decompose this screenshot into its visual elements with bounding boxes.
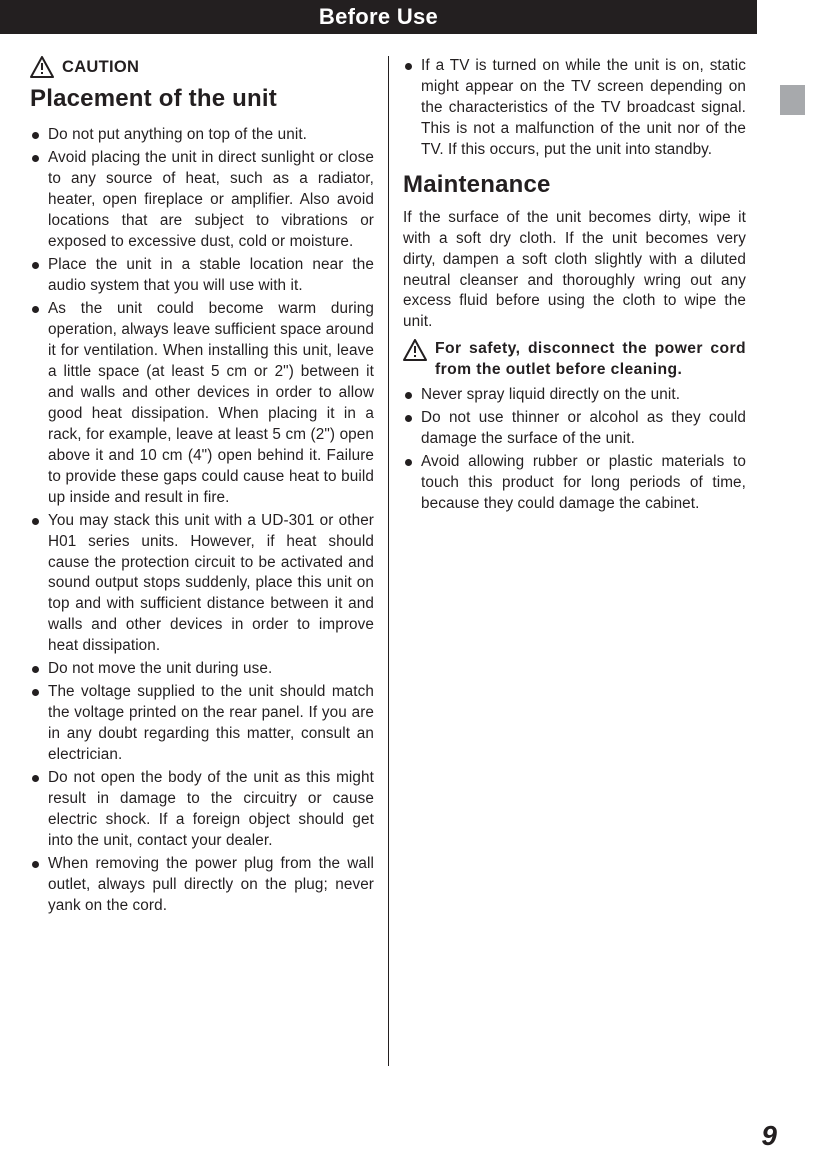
- list-item: When removing the power plug from the wa…: [30, 854, 374, 917]
- list-item: Do not move the unit during use.: [30, 659, 374, 680]
- caution-row: CAUTION: [30, 56, 374, 79]
- list-item: Place the unit in a stable location near…: [30, 255, 374, 297]
- list-item: Do not use thinner or alcohol as they co…: [403, 408, 746, 450]
- safety-row: For safety, disconnect the power cord fr…: [403, 339, 746, 380]
- list-item: You may stack this unit with a UD-301 or…: [30, 511, 374, 658]
- maintenance-list: Never spray liquid directly on the unit.…: [403, 385, 746, 515]
- list-item: Do not put anything on top of the unit.: [30, 125, 374, 146]
- right-top-list: If a TV is turned on while the unit is o…: [403, 56, 746, 161]
- list-item: Avoid placing the unit in direct sunligh…: [30, 148, 374, 253]
- safety-text: For safety, disconnect the power cord fr…: [435, 339, 746, 380]
- list-item: Never spray liquid directly on the unit.: [403, 385, 746, 406]
- maintenance-intro: If the surface of the unit becomes dirty…: [403, 208, 746, 334]
- list-item: If a TV is turned on while the unit is o…: [403, 56, 746, 161]
- warning-triangle-icon: [403, 339, 427, 361]
- caution-label: CAUTION: [62, 56, 139, 79]
- maintenance-heading: Maintenance: [403, 169, 746, 202]
- page-content: CAUTION Placement of the unit Do not put…: [0, 34, 815, 1066]
- list-item: The voltage supplied to the unit should …: [30, 682, 374, 766]
- page-number: 9: [761, 1120, 777, 1152]
- warning-triangle-icon: [30, 56, 54, 78]
- list-item: As the unit could become warm during ope…: [30, 299, 374, 509]
- list-item: Avoid allowing rubber or plastic materia…: [403, 452, 746, 515]
- page-edge-tab: [780, 85, 805, 115]
- right-column: If a TV is turned on while the unit is o…: [388, 56, 746, 1066]
- placement-list: Do not put anything on top of the unit. …: [30, 125, 374, 916]
- placement-heading: Placement of the unit: [30, 83, 374, 116]
- list-item: Do not open the body of the unit as this…: [30, 768, 374, 852]
- section-header: Before Use: [0, 0, 757, 34]
- left-column: CAUTION Placement of the unit Do not put…: [30, 56, 388, 1066]
